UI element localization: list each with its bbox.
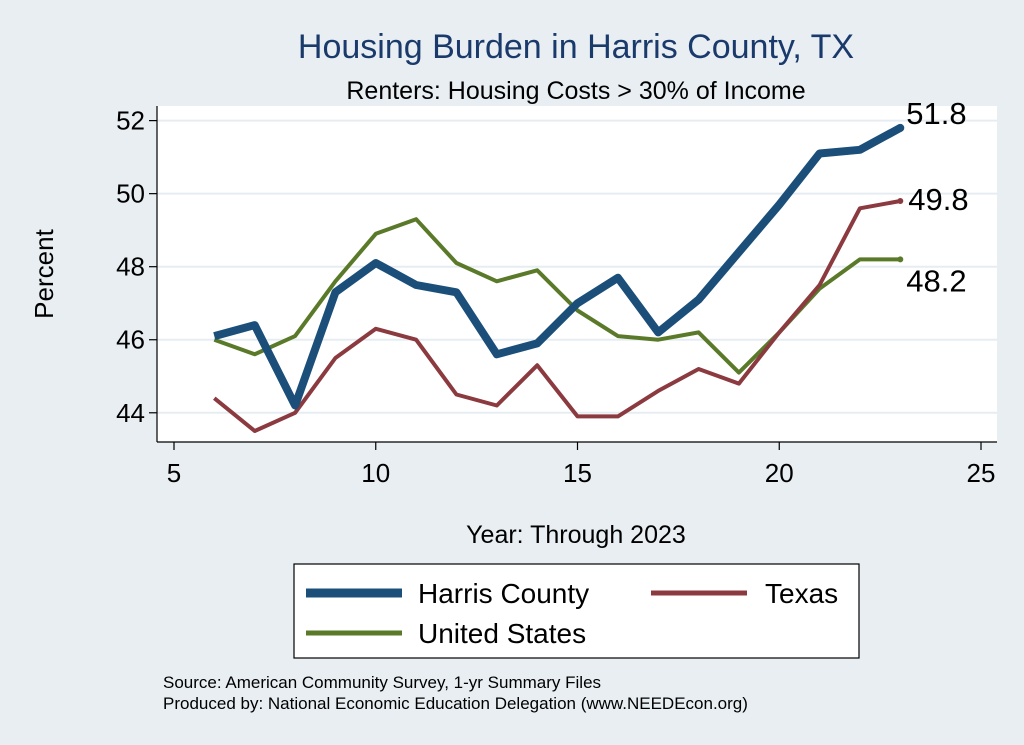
legend-box <box>293 563 860 659</box>
legend-label-united-states: United States <box>418 618 586 649</box>
y-tick-label-48: 48 <box>116 252 145 282</box>
series-line-texas <box>213 199 901 433</box>
x-tick-label-5: 5 <box>167 458 181 488</box>
series-layer <box>213 123 905 433</box>
x-axis-label: Year: Through 2023 <box>466 521 686 549</box>
series-line-harris-county <box>213 124 903 410</box>
end-label-layer: 48.2 49.8 51.8 <box>906 96 968 298</box>
y-tick-label-44: 44 <box>116 398 145 428</box>
y-axis-label: Percent <box>29 228 59 318</box>
end-label-harris-county: 51.8 <box>906 96 966 131</box>
series-endpoint-united-states <box>897 256 904 263</box>
x-tick-label-25: 25 <box>967 458 996 488</box>
x-tick-label-15: 15 <box>563 458 592 488</box>
series-endpoint-texas <box>897 197 904 204</box>
legend-label-harris-county: Harris County <box>418 578 589 609</box>
x-tick-label-10: 10 <box>361 458 390 488</box>
source-line-2: Produced by: National Economic Education… <box>163 694 748 713</box>
source-line-1: Source: American Community Survey, 1-yr … <box>163 673 601 692</box>
y-tick-label-52: 52 <box>116 106 145 136</box>
end-label-united-states: 48.2 <box>906 263 966 298</box>
chart-subtitle: Renters: Housing Costs > 30% of Income <box>346 77 805 105</box>
series-endpoint-harris-county <box>896 123 905 132</box>
chart-title: Housing Burden in Harris County, TX <box>298 28 854 66</box>
x-tick-label-20: 20 <box>765 458 794 488</box>
y-tick-label-50: 50 <box>116 179 145 209</box>
end-label-texas: 49.8 <box>908 182 968 217</box>
plot-area <box>157 106 997 442</box>
legend: Harris County Texas United States <box>293 563 860 659</box>
legend-label-texas: Texas <box>765 578 838 609</box>
y-tick-label-46: 46 <box>116 325 145 355</box>
axis-layer: 44 46 48 50 52 5 10 15 20 25 <box>116 106 997 488</box>
